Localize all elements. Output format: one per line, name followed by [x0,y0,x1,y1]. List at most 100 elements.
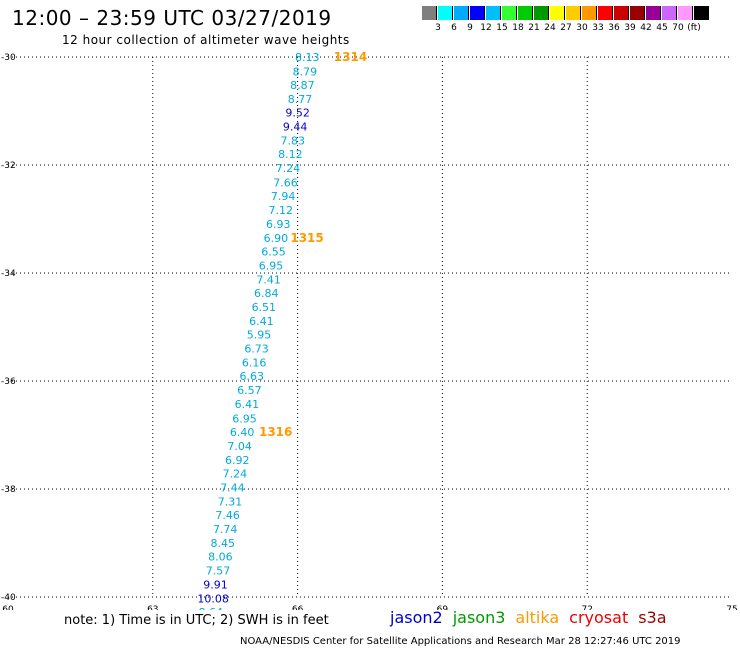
lat-label: -34 [1,269,16,279]
legend-swatch [678,6,693,20]
wave-height-value: 7.74 [213,523,238,536]
wave-height-value: 8.64 [198,606,223,610]
legend-label: 27 [560,23,572,33]
lat-label: -32 [1,161,16,171]
wave-height-value: 6.41 [235,398,260,411]
wave-height-value: 6.40 [230,426,255,439]
legend-swatch [422,6,437,20]
lat-label: -40 [1,593,16,603]
satellite-label: altika [515,608,560,627]
wave-height-value: 6.95 [259,259,284,272]
wave-height-value: 7.24 [276,162,301,175]
wave-height-value: 9.91 [203,579,228,592]
legend-label: 9 [467,23,473,33]
pass-number: 1315 [290,231,323,245]
legend-swatch [486,6,501,20]
lon-label: 75 [726,605,737,610]
legend-swatch [454,6,469,20]
legend-swatch [470,6,485,20]
legend-label: 6 [451,23,457,33]
wave-height-value: 7.44 [220,481,245,494]
wave-height-value: 7.66 [273,176,298,189]
wave-height-value: 8.13 [295,51,320,64]
wave-height-value: 7.24 [223,467,248,480]
lat-label: -38 [1,485,16,495]
legend-label: 42 [640,23,652,33]
legend-label: 18 [512,23,524,33]
wave-height-value: 6.92 [225,454,250,467]
wave-height-value: 9.52 [285,107,310,120]
legend-label: 70 [672,23,684,33]
page-subtitle: 12 hour collection of altimeter wave hei… [62,33,350,47]
lon-label: 66 [292,605,304,610]
lon-label: 60 [2,605,14,610]
lon-label: 63 [147,605,158,610]
wave-height-value: 6.93 [266,218,291,231]
wave-height-value: 8.06 [208,551,233,564]
wave-height-value: 7.94 [271,190,296,203]
pass-number: 1314 [334,50,367,64]
lon-label: 69 [437,605,449,610]
wave-height-value: 7.41 [256,273,281,286]
legend-label: 15 [496,23,508,33]
legend-swatch [630,6,645,20]
satellite-label: s3a [638,608,667,627]
lon-label: 72 [581,605,592,610]
legend-swatch [598,6,613,20]
legend-swatch [502,6,517,20]
legend-label: 24 [544,23,556,33]
wave-height-value: 10.08 [197,593,229,606]
wave-height-value: 7.83 [281,135,306,148]
wave-height-value: 7.46 [215,509,240,522]
wave-height-value: 8.87 [290,79,315,92]
page-title: 12:00 – 23:59 UTC 03/27/2019 [12,6,332,30]
wave-height-value: 6.51 [252,301,277,314]
legend-label: 30 [576,23,588,33]
legend-label: 33 [592,23,604,33]
wave-height-value: 6.57 [237,384,262,397]
legend-label: 3 [435,23,441,33]
legend-label: 45 [656,23,668,33]
legend-label: 36 [608,23,620,33]
wave-height-value: 7.57 [206,565,231,578]
wave-height-value: 6.84 [254,287,279,300]
legend-swatch [646,6,661,20]
wave-height-value: 6.95 [232,412,257,425]
lat-label: -36 [1,377,16,387]
satellite-legend: jason2 jason3 altika cryosat s3a [390,608,677,627]
wave-height-value: 9.44 [283,121,308,134]
legend-label: (ft) [687,23,701,33]
wave-height-value: 8.77 [288,93,313,106]
wave-height-value: 8.79 [293,66,318,79]
lat-label: -30 [1,53,16,63]
wave-height-value: 6.63 [239,370,264,383]
satellite-label: cryosat [569,608,629,627]
legend-swatch [582,6,597,20]
legend-swatch [550,6,565,20]
legend-swatch [518,6,533,20]
wave-height-value: 7.31 [218,495,243,508]
legend-swatch [694,6,709,20]
wave-height-value: 6.41 [249,315,274,328]
units-note: note: 1) Time is in UTC; 2) SWH is in fe… [64,613,329,628]
wave-height-value: 6.55 [261,245,286,258]
legend-swatch [438,6,453,20]
wave-height-value: 6.90 [264,232,289,245]
legend-label: 12 [480,23,492,33]
wave-height-value: 7.12 [268,204,293,217]
legend-swatch [614,6,629,20]
wave-height-value: 6.16 [242,357,267,370]
legend-swatch [662,6,677,20]
legend-swatch [566,6,581,20]
legend-label: 39 [624,23,636,33]
wave-height-value: 6.73 [244,343,269,356]
legend-label: 21 [528,23,540,33]
wave-height-value: 7.04 [227,440,252,453]
wave-height-value: 5.95 [247,329,272,342]
legend-swatch [534,6,549,20]
satellite-label: jason2 [390,608,443,627]
wave-height-value: 8.12 [278,148,303,161]
satellite-label: jason3 [452,608,506,627]
wave-height-value: 8.45 [211,537,236,550]
